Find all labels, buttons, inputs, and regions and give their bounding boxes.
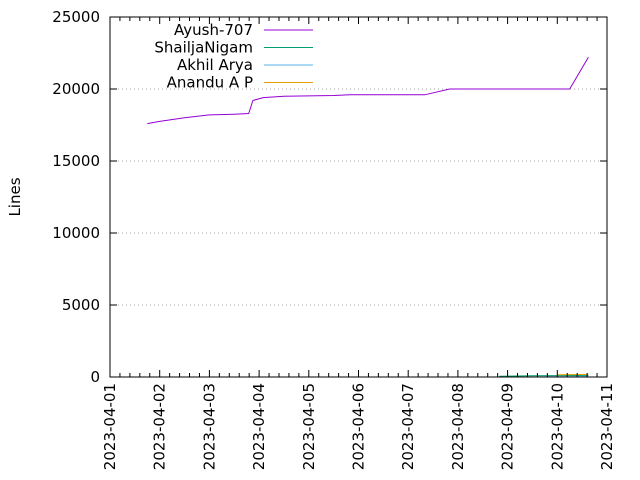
- x-tick-label: 2023-04-07: [399, 383, 417, 470]
- grid-lines: [110, 88, 607, 306]
- x-tick-label: 2023-04-06: [350, 383, 368, 470]
- x-tick-label: 2023-04-08: [449, 383, 467, 470]
- legend-label: Akhil Arya: [177, 56, 253, 74]
- series-line-1: [147, 57, 589, 125]
- x-tick-label: 2023-04-03: [200, 383, 218, 470]
- y-tick-label: 15000: [52, 152, 100, 170]
- x-tick-label: 2023-04-04: [250, 383, 268, 470]
- y-tick-label: 25000: [52, 8, 100, 26]
- legend-label: ShailjaNigam: [154, 39, 253, 57]
- legend-label: Anandu A P: [167, 74, 253, 92]
- x-tick-label: 2023-04-01: [101, 383, 119, 470]
- x-tick-label: 2023-04-09: [499, 383, 517, 470]
- x-axis: 2023-04-01 2023-04-02 2023-04-03 2023-04-04…: [101, 17, 616, 470]
- y-tick-label: 10000: [52, 224, 100, 242]
- y-tick-label: 20000: [52, 80, 100, 98]
- x-tick-label: 2023-04-05: [300, 383, 318, 470]
- y-tick-label: 5000: [62, 296, 100, 314]
- y-axis: 0 5000 10000 15000 20000 25000: [52, 8, 607, 386]
- y-tick-label: 0: [90, 368, 100, 386]
- x-tick-label: 2023-04-10: [548, 383, 566, 470]
- series-line-2: [499, 374, 589, 377]
- legend-label: Ayush-707: [174, 21, 253, 39]
- x-tick-label: 2023-04-02: [151, 383, 169, 470]
- series-layer: [147, 57, 589, 378]
- x-tick-label: 2023-04-11: [598, 383, 616, 470]
- y-axis-label: Lines: [6, 177, 24, 216]
